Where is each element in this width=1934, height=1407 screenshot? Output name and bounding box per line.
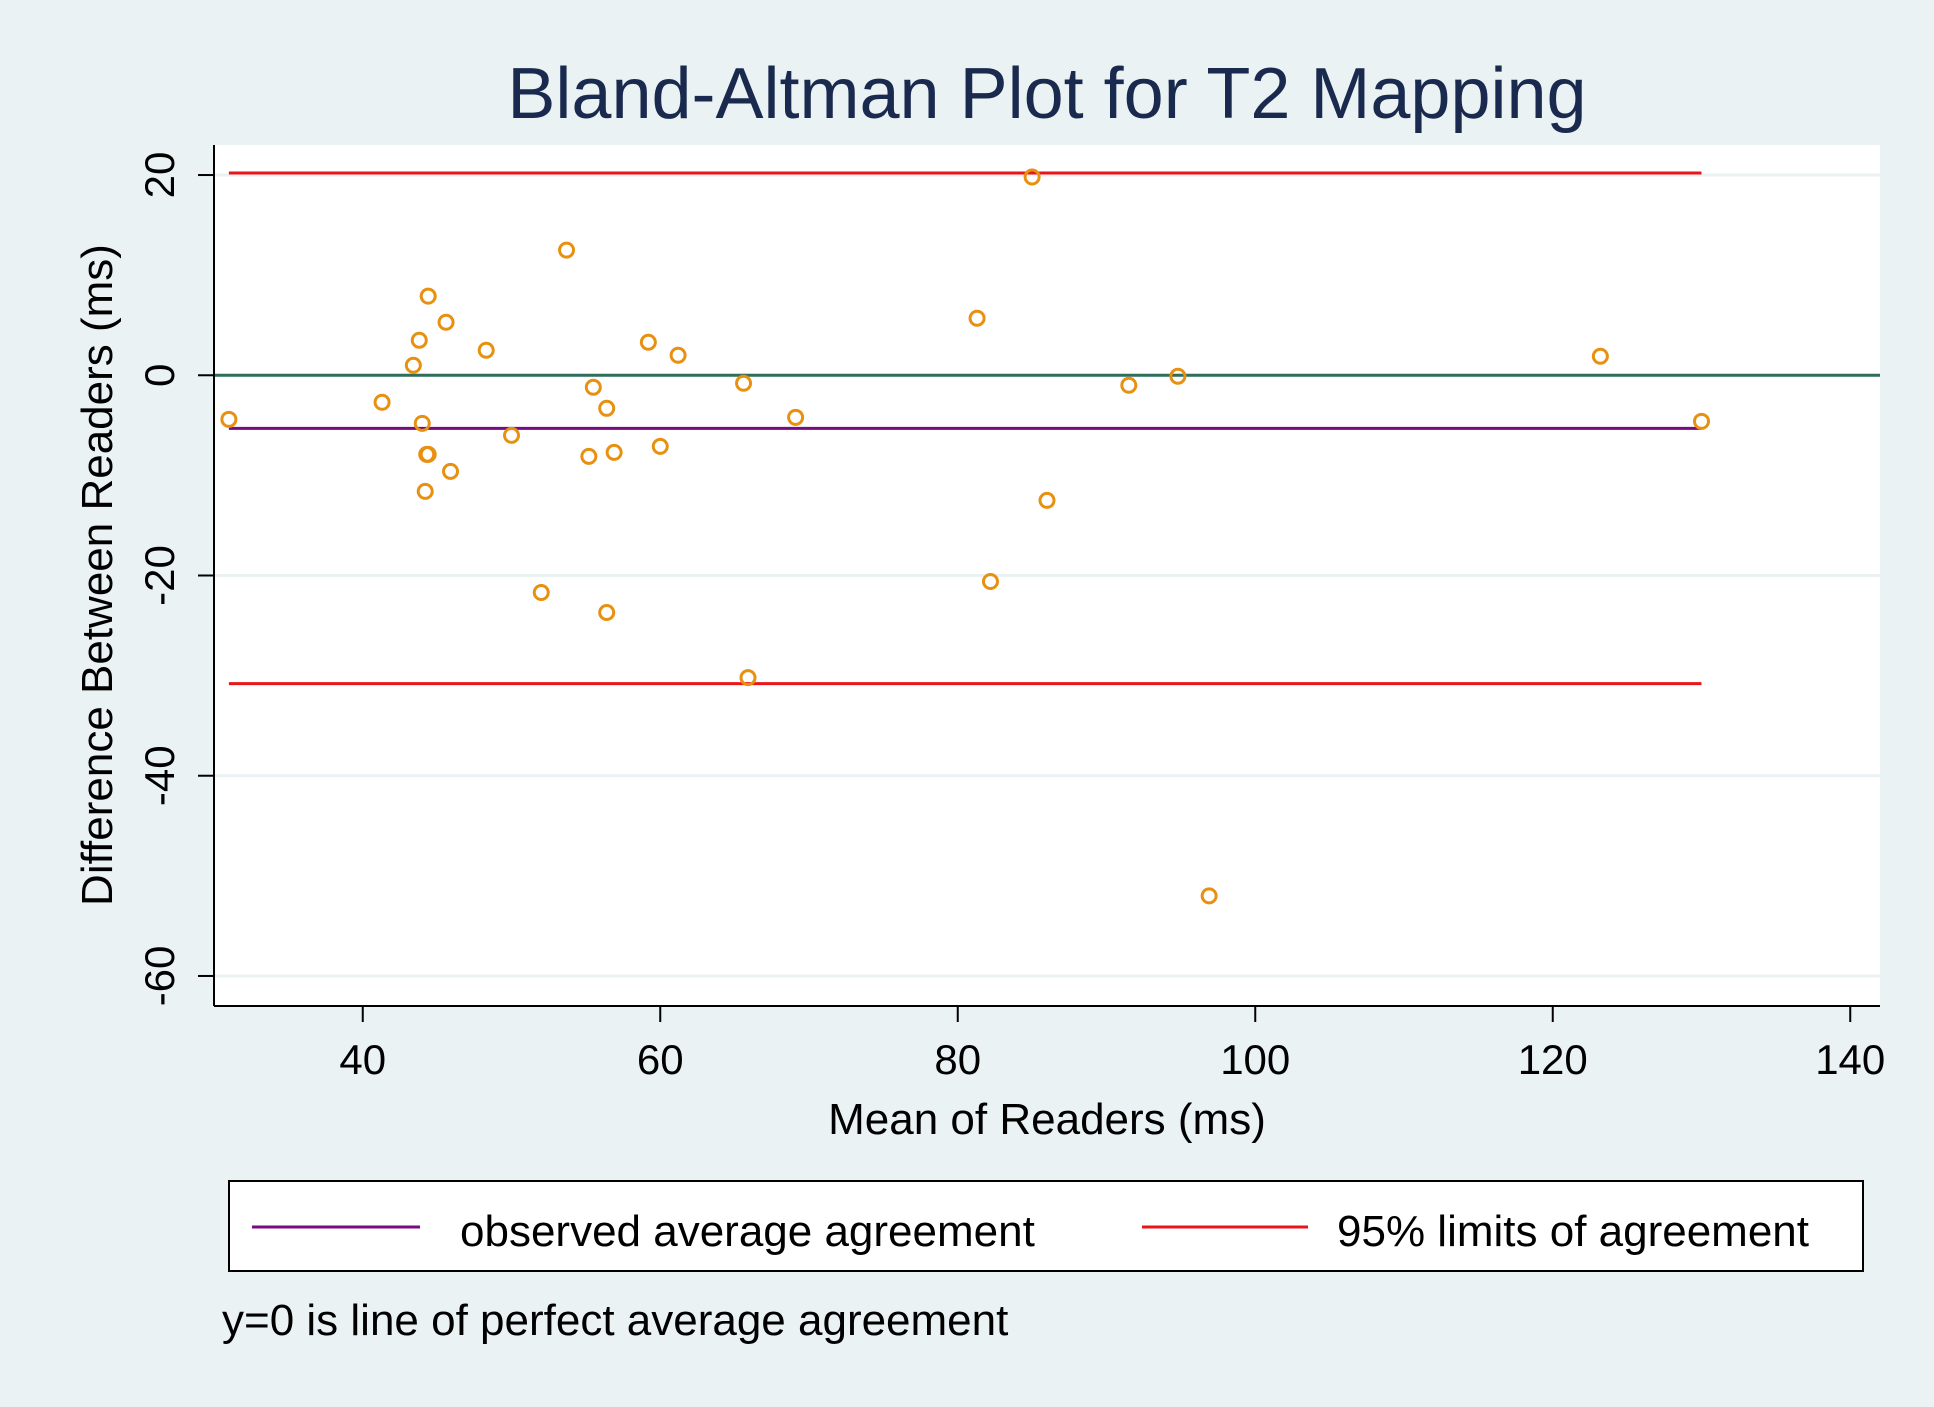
data-point <box>419 445 437 463</box>
data-point <box>598 604 616 622</box>
data-point <box>1038 491 1056 509</box>
legend: observed average agreement 95% limits of… <box>228 1180 1864 1272</box>
x-tick-label: 140 <box>1815 1036 1885 1083</box>
data-point <box>1200 887 1218 905</box>
y-tick-label: -20 <box>136 545 183 606</box>
x-axis-ticks: 40 60 80 100 120 140 <box>339 1006 1885 1083</box>
data-point <box>605 443 623 461</box>
data-point <box>477 341 495 359</box>
x-tick-label: 40 <box>339 1036 386 1083</box>
x-axis-label: Mean of Readers (ms) <box>828 1095 1266 1144</box>
data-point <box>968 309 986 327</box>
data-point <box>739 669 757 687</box>
data-point <box>404 356 422 374</box>
data-point <box>442 462 460 480</box>
data-point <box>651 437 669 455</box>
data-point <box>584 378 602 396</box>
data-point <box>410 331 428 349</box>
data-point <box>532 584 550 602</box>
legend-label-limits: 95% limits of agreement <box>1337 1207 1809 1256</box>
legend-box <box>228 1180 1864 1272</box>
y-tick-label: 20 <box>136 152 183 199</box>
x-tick-label: 60 <box>637 1036 684 1083</box>
data-point <box>598 399 616 417</box>
data-point <box>373 393 391 411</box>
data-point <box>1120 376 1138 394</box>
data-point <box>558 241 576 259</box>
data-point <box>1693 412 1710 430</box>
y-axis-ticks: -60 -40 -20 0 20 <box>136 152 214 1007</box>
data-point <box>416 482 434 500</box>
y-tick-label: -60 <box>136 946 183 1007</box>
reference-lines <box>214 171 1880 686</box>
data-point <box>735 374 753 392</box>
data-point <box>419 287 437 305</box>
chart-title: Bland-Altman Plot for T2 Mapping <box>507 54 1586 134</box>
data-point <box>787 408 805 426</box>
data-point <box>437 313 455 331</box>
data-point <box>669 346 687 364</box>
data-point <box>220 410 238 428</box>
data-point <box>503 426 520 444</box>
data-point <box>1591 347 1609 365</box>
data-point <box>413 414 431 432</box>
chart-note: y=0 is line of perfect average agreement <box>222 1296 1008 1345</box>
y-axis-label: Difference Between Readers (ms) <box>73 244 122 906</box>
x-tick-label: 80 <box>934 1036 981 1083</box>
x-tick-label: 120 <box>1518 1036 1588 1083</box>
y-tick-label: -40 <box>136 745 183 806</box>
data-points <box>220 168 1710 905</box>
data-point <box>1023 168 1041 186</box>
data-point <box>639 333 657 351</box>
x-tick-label: 100 <box>1220 1036 1290 1083</box>
data-point <box>981 573 999 591</box>
data-point <box>580 447 598 465</box>
legend-label-average: observed average agreement <box>460 1207 1035 1256</box>
data-point <box>1169 367 1187 385</box>
y-tick-label: 0 <box>136 364 183 387</box>
